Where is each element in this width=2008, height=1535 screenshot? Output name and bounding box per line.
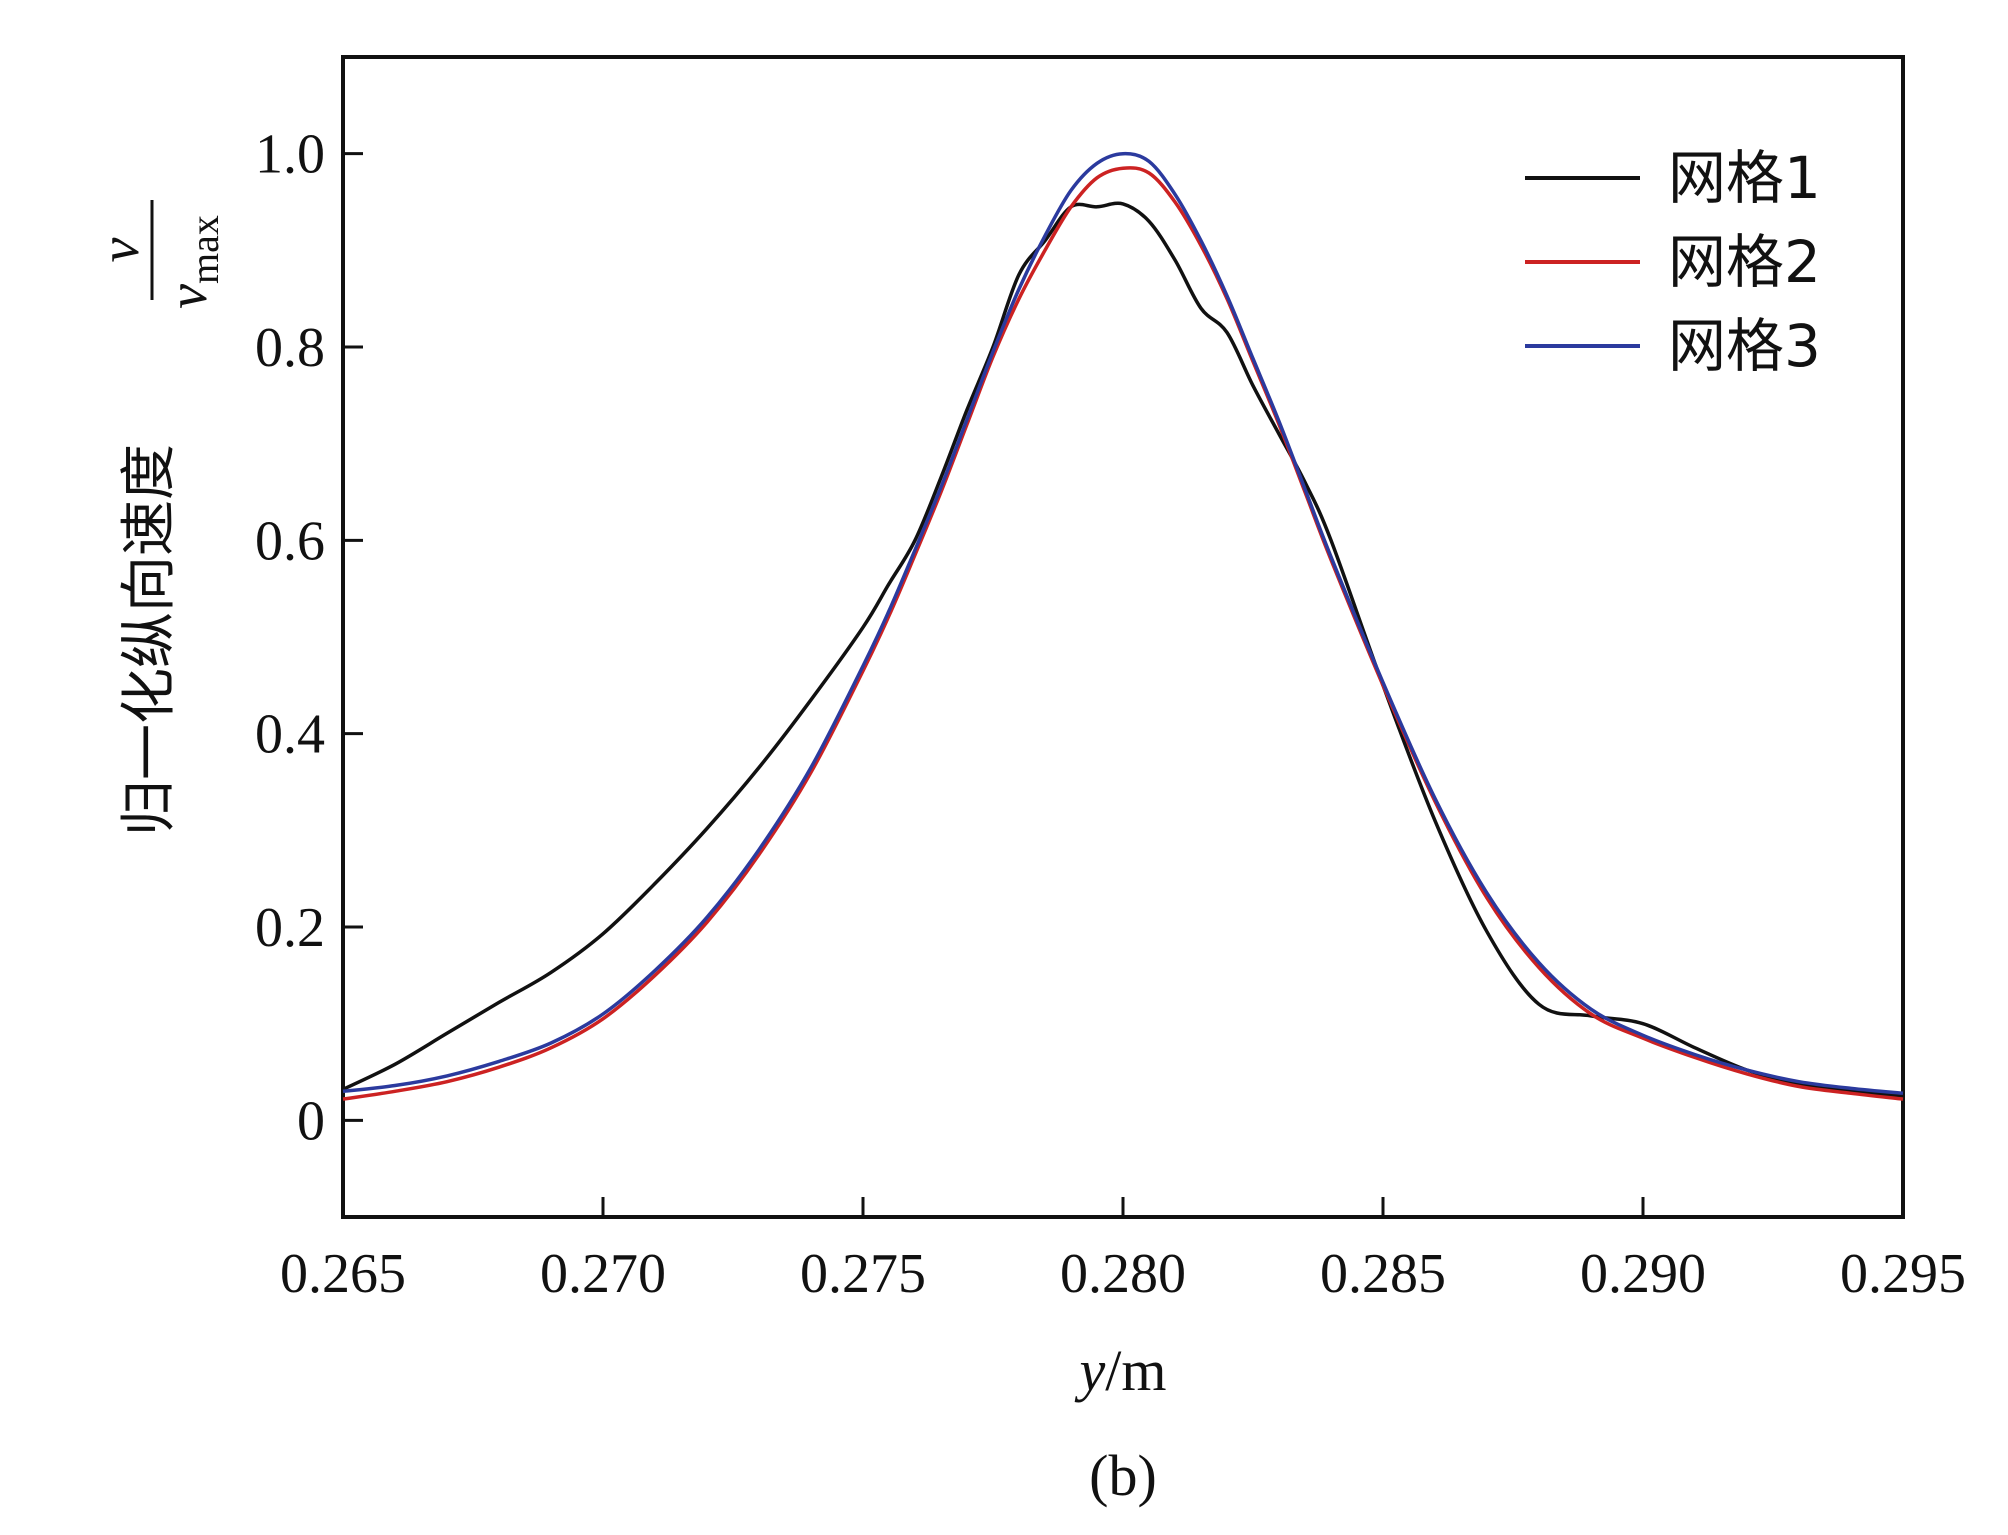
y-tick-label: 0.8 <box>255 317 325 379</box>
series-line-1 <box>342 201 1904 1098</box>
y-axis-label-text: 归一化纵向速度 <box>117 444 182 836</box>
y-axis-fraction-denominator-sub: max <box>182 215 227 284</box>
x-tick-label: 0.285 <box>1320 1243 1446 1305</box>
y-axis-label: 归一化纵向速度 v vmax <box>89 200 227 836</box>
y-axis-fraction-numerator: v <box>89 237 151 262</box>
y-tick-label: 1.0 <box>255 124 325 186</box>
x-tick-label: 0.280 <box>1060 1243 1186 1305</box>
y-axis-fraction-denominator-var: v <box>157 284 219 309</box>
x-tick-label: 0.275 <box>800 1243 926 1305</box>
y-tick-label: 0 <box>297 1090 325 1152</box>
series-lines <box>342 151 1904 1101</box>
x-axis-label-unit: /m <box>1105 1338 1166 1403</box>
y-tick-label: 0.6 <box>255 510 325 572</box>
x-axis-label-var: y <box>1075 1338 1106 1403</box>
legend-label-2: 网格2 <box>1668 228 1821 296</box>
legend-label-1: 网格1 <box>1668 144 1821 212</box>
x-tick-label: 0.270 <box>540 1243 666 1305</box>
figure-caption: (b) <box>1089 1443 1157 1508</box>
x-tick-label: 0.295 <box>1840 1243 1966 1305</box>
x-axis-label: y/m <box>1075 1338 1167 1403</box>
x-tick-label: 0.265 <box>280 1243 406 1305</box>
legend-label-3: 网格3 <box>1668 312 1821 380</box>
y-axis-fraction-denominator: vmax <box>157 215 227 309</box>
series-line-2 <box>342 166 1904 1101</box>
y-ticks: 0 0.2 0.4 0.6 0.8 1.0 <box>255 124 363 1152</box>
legend: 网格1 网格2 网格3 <box>1525 144 1821 380</box>
x-tick-label: 0.290 <box>1580 1243 1706 1305</box>
y-tick-label: 0.4 <box>255 704 325 766</box>
series-line-3 <box>342 151 1904 1096</box>
x-ticks: 0.265 0.270 0.275 0.280 0.285 0.290 0.295 <box>280 1197 1966 1305</box>
y-tick-label: 0.2 <box>255 897 325 959</box>
